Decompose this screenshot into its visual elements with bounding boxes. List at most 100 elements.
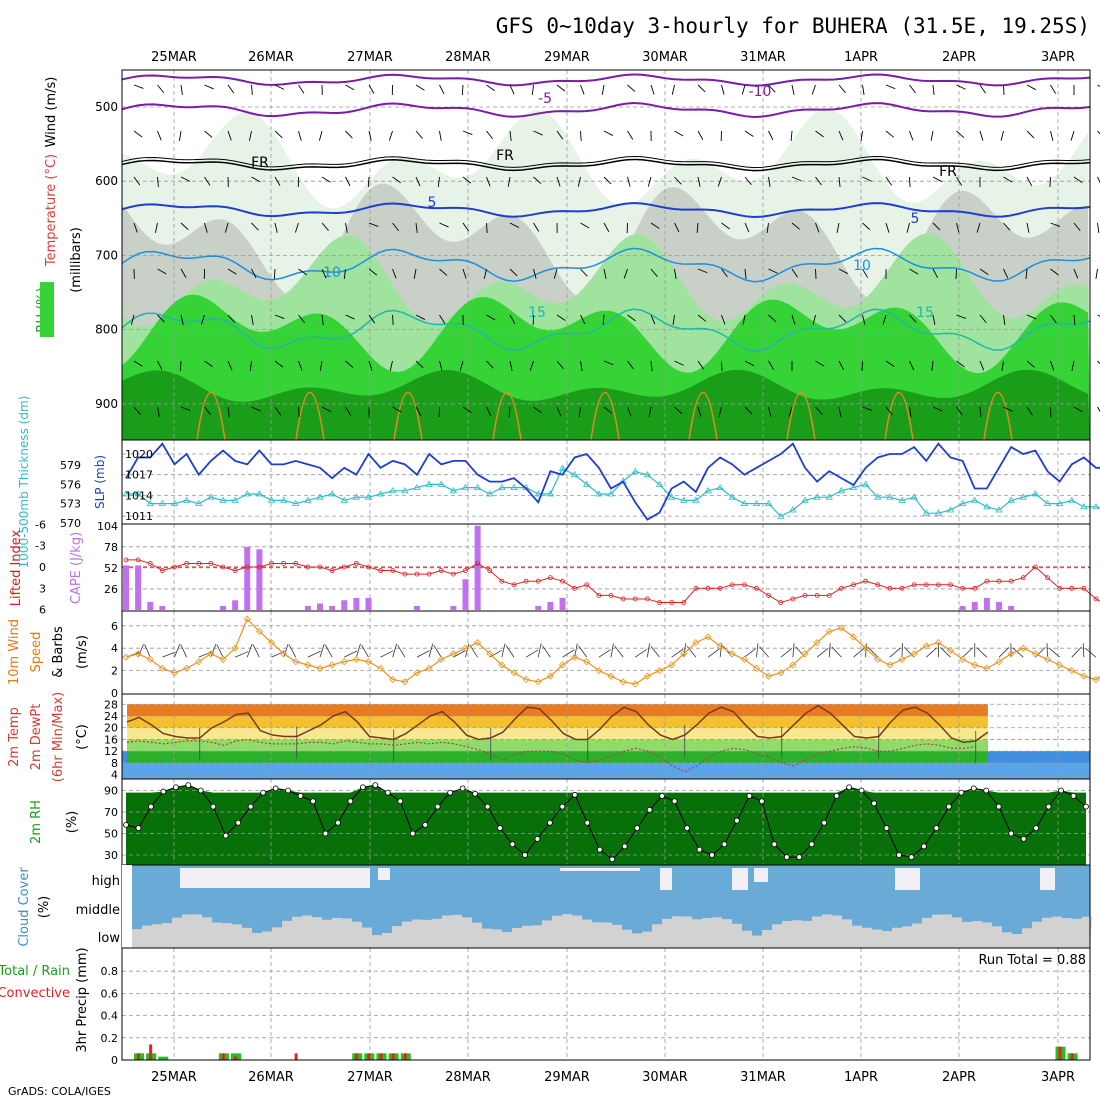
rh-point	[472, 790, 478, 797]
rh-point	[297, 792, 304, 799]
wind-barb	[227, 130, 232, 141]
rh-point	[783, 854, 790, 861]
lifted-index-point	[1069, 585, 1075, 591]
rh-point	[970, 785, 977, 792]
wind-barb	[744, 176, 752, 185]
wind-barb	[671, 84, 675, 95]
wind-barb	[788, 406, 793, 417]
wind-speed-point	[340, 658, 348, 666]
cold-band-light	[122, 762, 1090, 779]
wind-barb	[1003, 268, 1009, 279]
rh-point	[1020, 835, 1027, 842]
wind-barb	[224, 222, 229, 233]
wind-barb	[437, 176, 440, 187]
contour-label: FR	[251, 155, 269, 171]
lifted-index-point	[790, 596, 796, 602]
wind-barb-10m	[646, 643, 650, 658]
cloud-cover-panel: high middle low Cloud Cover (%)	[17, 864, 1092, 949]
wind-barb-10m	[355, 643, 361, 658]
wind-barb	[674, 130, 684, 137]
thickness-tick: 573	[60, 498, 81, 511]
rh-tick: 30	[104, 849, 118, 862]
wind-barb-10m	[433, 645, 442, 658]
wind-barb	[838, 176, 841, 187]
cape-bar	[996, 601, 1002, 610]
lifted-index-point	[414, 571, 420, 577]
wind-barb	[509, 360, 513, 371]
thickness-point	[473, 483, 482, 490]
wind-barb-10m	[1012, 647, 1024, 658]
rh-point	[634, 825, 641, 832]
wind-speed-point	[243, 615, 251, 623]
rh-point	[534, 835, 541, 842]
wind-barb	[486, 176, 491, 187]
wind-barb	[461, 84, 464, 96]
wind-barb	[1097, 314, 1100, 317]
wind-barb	[1095, 268, 1098, 279]
thickness-point	[898, 496, 906, 503]
wind-barb	[415, 360, 424, 369]
wind-barb	[180, 176, 191, 182]
cape-tick: 78	[104, 541, 118, 554]
thickness-point	[910, 493, 918, 500]
wind-speed-point	[1056, 661, 1064, 669]
wind-barb	[956, 360, 965, 368]
freezing-contour-outline	[121, 155, 1091, 169]
wind-barb	[200, 314, 205, 325]
wind-speed-point	[643, 672, 651, 680]
wind-barb	[439, 84, 445, 95]
rh-point	[310, 798, 316, 805]
wind-barb	[486, 130, 494, 140]
wind-barb	[368, 222, 379, 228]
wind-barb	[249, 360, 252, 371]
temp-tick: 24	[104, 710, 118, 723]
contour-label: 5	[428, 195, 437, 211]
thickness-point	[195, 499, 203, 506]
wind-barb-10m	[525, 649, 539, 658]
cloud-level-label: middle	[76, 903, 120, 918]
li-tick: 6	[39, 604, 46, 617]
wind-barb	[157, 130, 162, 141]
wind-barb	[509, 314, 516, 324]
wind-barb	[766, 222, 769, 233]
wind-barb	[932, 84, 935, 95]
wind-barb	[697, 130, 704, 140]
wind-barb	[674, 222, 680, 233]
rh-point	[409, 830, 416, 837]
wind-barb	[368, 314, 376, 324]
date-label-bottom: 31MAR	[740, 1070, 786, 1085]
rh-point	[185, 782, 192, 789]
wind-barb	[580, 222, 590, 229]
wind-barb	[321, 406, 332, 412]
wind-barb-10m	[216, 644, 224, 658]
wind-speed-point	[801, 650, 809, 658]
date-label-bottom: 3APR	[1041, 1070, 1075, 1085]
wind-barb-10m	[392, 643, 397, 658]
date-label-top: 25MAR	[151, 50, 197, 65]
temp-tick: 12	[104, 745, 118, 758]
pressure-tick: 500	[95, 100, 118, 114]
wind-barb	[180, 314, 184, 325]
rh-point	[684, 825, 690, 832]
wind-barb	[1026, 314, 1037, 320]
wind-barb	[462, 406, 472, 413]
wind-barb	[553, 268, 558, 279]
cape-bar	[244, 546, 251, 610]
wind-barb	[439, 268, 448, 276]
wind-barb-10m	[998, 647, 1010, 658]
wind-speed-point	[971, 661, 979, 669]
wind-barb	[133, 130, 143, 138]
wind-barb	[768, 84, 776, 93]
wind-barb	[251, 176, 261, 183]
lifted-index-point	[766, 593, 772, 598]
wind-barb	[1003, 84, 1005, 96]
thickness-point	[510, 483, 518, 490]
slp-axis-label: SLP (mb)	[93, 455, 107, 509]
wind-speed-point	[425, 664, 433, 672]
thickness-point	[995, 506, 1003, 513]
wind-barb	[885, 130, 895, 138]
wind-barb	[1001, 360, 1004, 371]
date-label-top: 27MAR	[347, 50, 393, 65]
wind-barb-10m	[144, 644, 151, 658]
wind-barb-10m	[562, 649, 575, 658]
